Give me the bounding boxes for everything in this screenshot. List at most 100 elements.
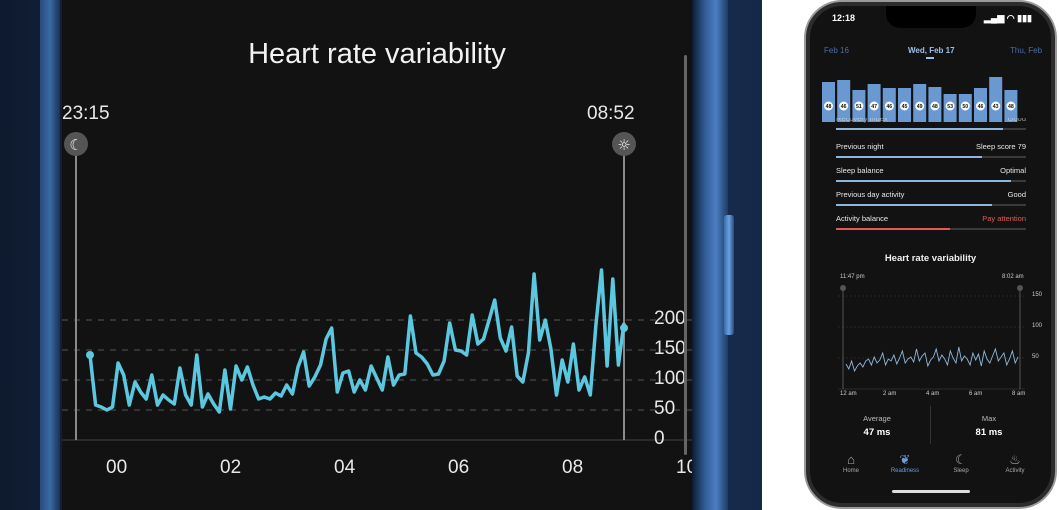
phone-mockup: 12:18 ▂▄▆ ◠ ▮▮▮ Feb 16 Wed, Feb 17 Thu, … bbox=[806, 2, 1055, 507]
hrv-x-tick-label: 4 am bbox=[926, 391, 940, 397]
moon-icon bbox=[840, 285, 846, 291]
contributor-value: Sleep score 79 bbox=[975, 142, 1026, 151]
x-tick-label: 04 bbox=[334, 457, 356, 478]
phone-frame-right-edge bbox=[692, 0, 728, 510]
readiness-bar-value: 46 bbox=[841, 104, 847, 110]
stat-max: Max 81 ms bbox=[934, 414, 1044, 438]
date-current[interactable]: Wed, Feb 17 bbox=[908, 46, 955, 55]
readiness-bar-value: 50 bbox=[962, 104, 968, 110]
contributor-value: Pay attention bbox=[982, 214, 1026, 223]
x-tick-label: 02 bbox=[220, 457, 242, 478]
contributor-progress bbox=[836, 156, 1026, 158]
contributor-row[interactable]: Previous night Sleep score 79 bbox=[836, 142, 1026, 158]
hrv-bedtime: 11:47 pm bbox=[840, 274, 865, 280]
date-next[interactable]: Thu, Feb bbox=[1010, 46, 1043, 55]
status-bar: 12:18 ▂▄▆ ◠ ▮▮▮ bbox=[832, 13, 1032, 23]
tab-home-label: Home bbox=[842, 468, 859, 474]
signal-icon: ▂▄▆ bbox=[984, 13, 1005, 23]
tab-sleep[interactable]: ☾ Sleep bbox=[936, 452, 986, 474]
tab-readiness-label: Readiness bbox=[890, 468, 920, 474]
current-date-indicator bbox=[926, 57, 934, 59]
y-tick-label: 100 bbox=[654, 368, 686, 389]
stat-average-label: Average bbox=[863, 414, 891, 423]
contributor-value: Optimal bbox=[1000, 166, 1026, 175]
readiness-bar-value: 51 bbox=[856, 104, 862, 110]
contributor-value: Good bbox=[1007, 114, 1026, 123]
battery-icon: ▮▮▮ bbox=[1017, 13, 1032, 23]
contributor-row[interactable]: Recovery index Good bbox=[836, 114, 1026, 130]
stats-divider bbox=[930, 406, 931, 444]
contributor-progress bbox=[836, 180, 1026, 182]
readiness-bar-value: 48 bbox=[826, 104, 832, 110]
zoomed-hrv-chart: ☾ ☼ bbox=[62, 132, 692, 441]
scroll-indicator bbox=[684, 55, 687, 455]
svg-text:☾: ☾ bbox=[69, 136, 82, 154]
hrv-y-tick-label: 100 bbox=[1032, 323, 1043, 329]
y-tick-label: 150 bbox=[654, 338, 686, 359]
hrv-title: Heart rate variability bbox=[884, 253, 977, 264]
zoomed-bedtime-label: 23:15 bbox=[62, 103, 110, 124]
contributor-label: Previous day activity bbox=[836, 190, 905, 199]
contributor-progress bbox=[836, 204, 1026, 206]
bottom-tab-bar: ⌂ Home ❦ Readiness ☾ Sleep ♨ Activity bbox=[810, 452, 1051, 492]
svg-text:☼: ☼ bbox=[617, 136, 630, 154]
date-prev[interactable]: Feb 16 bbox=[824, 46, 849, 55]
readiness-bar[interactable] bbox=[989, 77, 1003, 122]
moon-icon: ☾ bbox=[64, 132, 88, 156]
y-tick-label: 50 bbox=[654, 398, 676, 419]
tab-home[interactable]: ⌂ Home bbox=[826, 452, 876, 474]
stat-average: Average 47 ms bbox=[822, 414, 932, 438]
zoomed-wake-time-label: 08:52 bbox=[587, 103, 635, 124]
hrv-x-tick-label: 8 am bbox=[1012, 391, 1026, 397]
readiness-bar-value: 49 bbox=[917, 104, 923, 110]
sun-icon: ☼ bbox=[612, 132, 636, 156]
wifi-icon: ◠ bbox=[1006, 13, 1015, 23]
home-indicator bbox=[892, 490, 970, 493]
tab-activity-label: Activity bbox=[1005, 468, 1025, 474]
readiness-bar-value: 53 bbox=[947, 104, 953, 110]
contributor-value: Good bbox=[1007, 190, 1026, 199]
phone-side-button bbox=[724, 215, 734, 335]
stat-max-label: Max bbox=[981, 414, 997, 423]
hrv-chart bbox=[838, 285, 1025, 390]
readiness-bar-chart: 48 46 51 47 46 45 49 48 53 50 46 43 48 bbox=[822, 77, 1018, 122]
zoomed-hrv-title: Heart rate variability bbox=[248, 38, 506, 70]
house-icon: ⌂ bbox=[847, 452, 855, 467]
readiness-bar-value: 47 bbox=[871, 104, 877, 110]
contributor-row[interactable]: Activity balance Pay attention bbox=[836, 214, 1026, 230]
zoomed-hrv-line bbox=[88, 268, 626, 414]
hrv-line bbox=[845, 346, 1019, 373]
hrv-start-point bbox=[86, 351, 94, 359]
tab-activity[interactable]: ♨ Activity bbox=[990, 452, 1040, 474]
stat-max-value: 81 ms bbox=[975, 427, 1003, 438]
phone-notch bbox=[886, 6, 976, 28]
x-tick-label: 00 bbox=[106, 457, 128, 478]
tab-readiness[interactable]: ❦ Readiness bbox=[880, 452, 930, 474]
hrv-wake-time: 8:02 am bbox=[1002, 274, 1024, 280]
readiness-bar-value: 46 bbox=[978, 104, 984, 110]
contributor-label: Recovery index bbox=[836, 114, 888, 123]
hrv-x-tick-label: 6 am bbox=[969, 391, 983, 397]
readiness-bar[interactable] bbox=[837, 80, 851, 122]
zoomed-photo-background: Heart rate variability 23:15 08:52 ☾ ☼ 2… bbox=[0, 0, 762, 510]
hrv-x-tick-label: 2 am bbox=[883, 391, 897, 397]
contributor-label: Previous night bbox=[836, 142, 884, 151]
readiness-bar-value: 43 bbox=[993, 104, 999, 110]
contributor-label: Sleep balance bbox=[836, 166, 884, 175]
contributors-list: Recovery index Good Previous night Sleep sc… bbox=[810, 6, 1051, 256]
x-tick-label: 06 bbox=[448, 457, 470, 478]
phone-frame-left-edge bbox=[40, 0, 60, 510]
contributor-row[interactable]: Sleep balance Optimal bbox=[836, 166, 1026, 182]
hrv-end-point bbox=[620, 324, 628, 332]
x-tick-label: 08 bbox=[562, 457, 584, 478]
moon-icon: ☾ bbox=[955, 452, 967, 467]
contributor-row[interactable]: Previous day activity Good bbox=[836, 190, 1026, 206]
stat-average-value: 47 ms bbox=[863, 427, 891, 438]
hrv-y-tick-label: 50 bbox=[1032, 354, 1039, 360]
hrv-x-tick-label: 12 am bbox=[840, 391, 857, 397]
sprout-icon: ❦ bbox=[899, 452, 911, 467]
contributor-label: Activity balance bbox=[836, 214, 889, 223]
readiness-bar-value: 48 bbox=[932, 104, 938, 110]
y-tick-label: 200 bbox=[654, 308, 686, 329]
status-icons: ▂▄▆ ◠ ▮▮▮ bbox=[984, 13, 1032, 24]
